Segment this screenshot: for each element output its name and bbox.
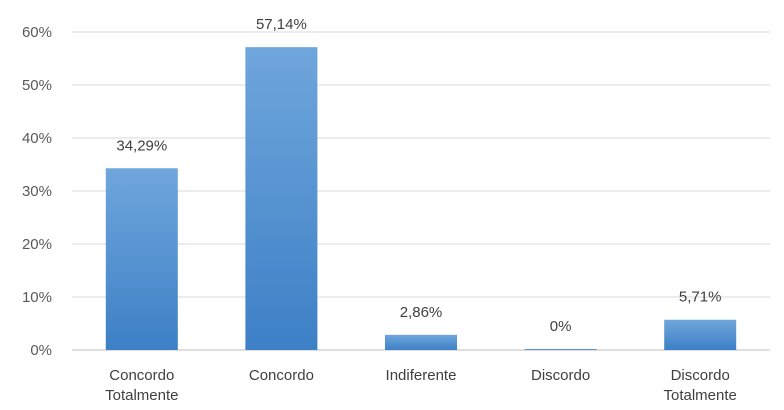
data-label: 5,71% [679,289,722,306]
y-tick-label: 40% [22,130,52,147]
bar [664,319,737,350]
category-label: Concordo Totalmente [105,367,178,404]
data-label: 2,86% [400,304,443,321]
bar [385,334,457,350]
category-label: Concordo [249,367,314,384]
category-label: Discordo [531,367,590,384]
y-axis-ticks: 0% 10% 20% 30% 40% 50% 60% [22,24,52,359]
bars [105,47,737,351]
category-labels: Concordo Totalmente Concordo Indiferente Dis… [105,367,737,404]
bar [524,349,597,350]
bar [105,168,178,350]
y-tick-label: 30% [22,183,52,200]
y-tick-label: 60% [22,24,52,41]
y-tick-label: 0% [30,342,52,359]
y-tick-label: 20% [22,236,52,253]
data-label: 57,14% [256,16,307,33]
data-label: 34,29% [116,137,167,154]
category-label: Discordo Totalmente [664,367,737,404]
y-tick-label: 10% [22,289,52,306]
data-labels: 34,29% 57,14% 2,86% 0% 5,71% [116,16,721,335]
data-label: 0% [550,318,572,335]
bar [245,47,318,351]
y-tick-label: 50% [22,77,52,94]
category-label: Indiferente [386,367,457,384]
gridlines [72,31,770,351]
